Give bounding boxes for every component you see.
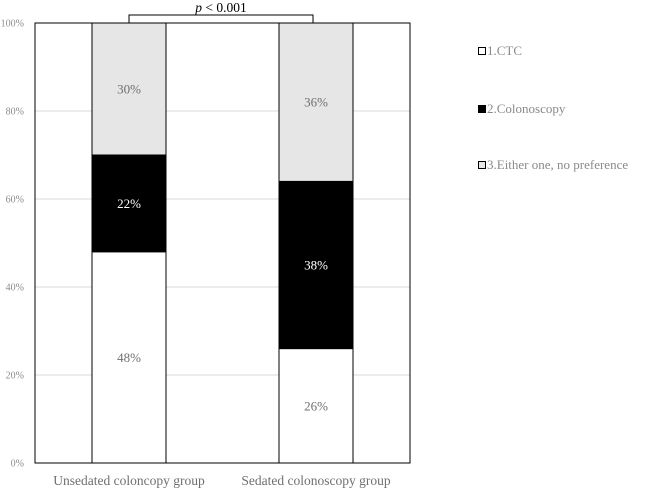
bar-segment (278, 22, 354, 182)
bar-segment (278, 348, 354, 464)
y-tick-label: 60% (6, 195, 24, 206)
legend-swatch (478, 47, 486, 55)
legend-item: 3.Either one, no preference (478, 157, 628, 173)
p-value-label: p < 0.001 (194, 0, 247, 15)
bracket-line (128, 14, 314, 23)
bar-segment (91, 22, 167, 156)
legend-swatch (478, 105, 486, 113)
data-label: 26% (304, 398, 328, 413)
y-tick-label: 40% (6, 283, 24, 294)
legend-label: 3.Either one, no preference (487, 157, 629, 172)
x-category-label: Sedated colonoscopy group (241, 473, 390, 488)
bar-segment (91, 251, 167, 464)
p-symbol: p (194, 0, 202, 15)
p-value-text: < 0.001 (202, 0, 247, 15)
data-label: 30% (117, 82, 141, 97)
legend-label: 1.CTC (487, 43, 523, 58)
x-category-label: Unsedated coloncopy group (53, 473, 205, 488)
y-tick-label: 80% (6, 107, 24, 118)
legend-label: 2.Colonoscopy (487, 101, 566, 116)
bars: 48% 22% 30% 26% 38% 36% (91, 22, 354, 464)
y-tick-label: 100% (1, 19, 24, 30)
data-label: 22% (117, 196, 141, 211)
y-tick-label: 20% (6, 371, 24, 382)
significance-bracket: p < 0.001 (128, 0, 314, 23)
data-label: 36% (304, 95, 328, 110)
y-axis-ticks: 0% 20% 40% 60% 80% 100% (1, 19, 24, 470)
legend-swatch (478, 161, 486, 169)
data-label: 48% (117, 350, 141, 365)
data-label: 38% (304, 258, 328, 273)
x-axis-categories: Unsedated coloncopy group Sedated colonos… (53, 473, 391, 488)
legend-item: 1.CTC (478, 43, 522, 59)
gridlines (35, 110, 410, 376)
legend-item: 2.Colonoscopy (478, 101, 565, 117)
bar-segment (278, 180, 354, 350)
plot-area-border (34, 22, 411, 464)
bar-segment (91, 154, 167, 253)
y-tick-label: 0% (11, 459, 24, 470)
